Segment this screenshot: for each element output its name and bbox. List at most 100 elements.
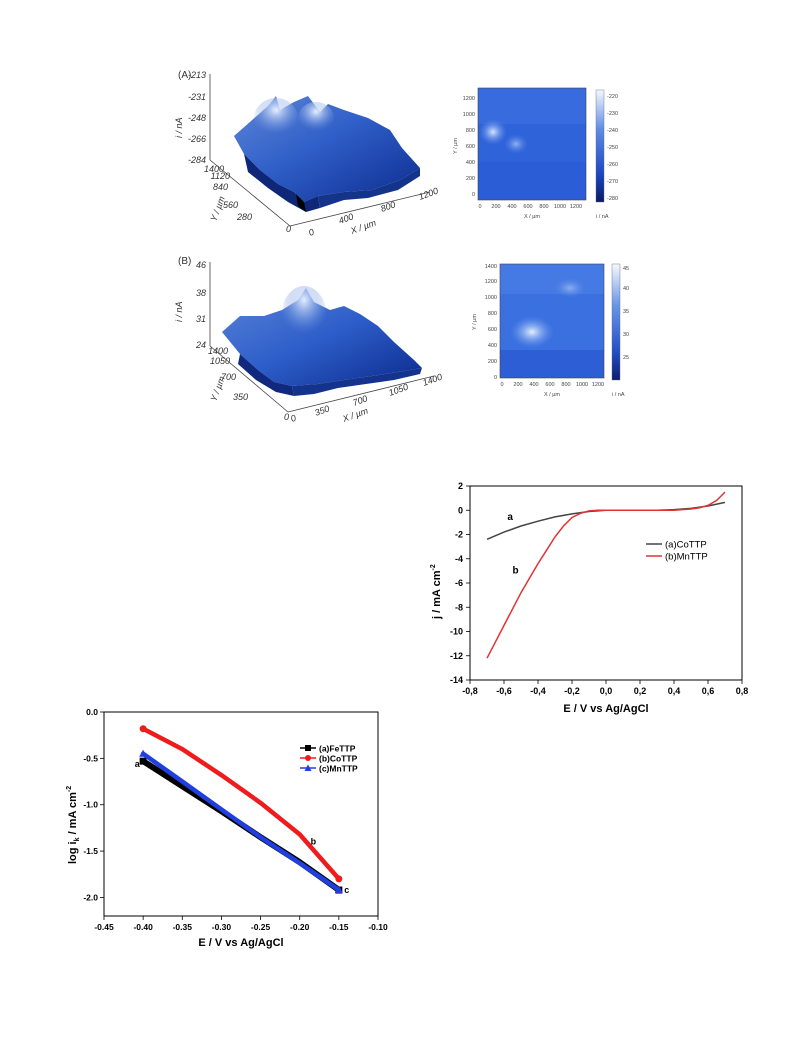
legend-marker [305,755,311,761]
x-tick: 600 [523,204,532,210]
y-tick: 1400 [485,264,497,270]
z-ticks-a: -213 -231 -248 -266 -284 [188,70,206,165]
x-tick: 400 [337,211,355,226]
colorbar-tick: -280 [607,196,618,202]
x-tick-label: -0,2 [564,686,580,696]
y-tick-label: -1.5 [83,846,98,856]
y-tick-label: 0.0 [86,707,98,717]
x-axis-label: E / V vs Ag/AgCl [563,703,648,715]
colorbar-b-ticks: 45 40 35 30 25 [623,266,629,361]
heatmap-band [478,88,586,124]
heatmap-band [500,264,604,294]
x-tick-label: 0,2 [634,686,647,696]
z-tick: -213 [188,70,206,80]
x-tick-label: 0,0 [600,686,613,696]
x-tick: 0 [307,227,315,238]
x-tick-label: -0.15 [329,922,349,932]
x-tick-label: -0.45 [94,922,114,932]
y-axis-label-sup: -2 [66,786,73,792]
y-tick: 800 [488,311,497,317]
series-marker [139,749,148,757]
y-tick: 280 [236,212,252,222]
x-tick-label: 0,6 [702,686,715,696]
x-ticks-a: 0 400 800 1200 [307,186,439,238]
series-line-(b)CoTTP [140,726,342,882]
surface-side-a [318,168,420,208]
polarization-chart: -0,8 -0,6 -0,4 -0,2 0,0 0,2 0,4 0,6 0,8 2 0 -2 -4 -6 -… [430,481,749,715]
heatmap-a-ylabel: Y / µm [453,138,459,154]
y-tick-label: -1.0 [83,800,98,810]
heatmap-b-xlabel: X / µm [544,392,560,398]
legend-label: (a)FeTTP [319,744,356,754]
z-tick: -248 [188,113,206,123]
x-tick-label: 0,8 [736,686,749,696]
x-tick: 800 [561,382,570,388]
x-tick: 1200 [570,204,582,210]
x-tick: 1000 [576,382,588,388]
y-tick: 560 [223,200,238,210]
y-axis-label-main: j / mA cm [431,570,443,620]
y-tick: 350 [233,392,248,402]
y-tick: 700 [221,372,236,382]
series-line-(b)MnTTP [486,491,726,659]
colorbar-tick: -220 [607,94,618,100]
surface-plot-b: (B) 46 38 31 24 i / nA 0 350 700 1050 14… [174,256,444,424]
colorbar-tick: 25 [623,355,629,361]
y-tick: 200 [466,176,475,182]
y-tick: 800 [466,128,475,134]
y-tick: 0 [284,412,289,422]
series-marker [139,757,147,765]
x-tick: 0 [500,382,503,388]
legend-label: (c)MnTTP [319,764,358,774]
y-tick: 400 [488,343,497,349]
y-axis-label-sub: k [74,837,81,841]
curve-label-b: b [513,565,519,576]
y-tick: 0 [286,224,291,234]
heatmap-a: 1200 1000 800 600 400 200 0 Y / µm 0 200… [453,87,618,220]
z-axis-label-b: i / nA [174,301,184,322]
y-tick-label: 0 [458,505,463,515]
y-tick: 1000 [485,295,497,301]
heatmap-a-y-ticks: 1200 1000 800 600 400 200 0 [463,96,475,198]
x-tick-label: -0.40 [133,922,153,932]
x-tick-label: -0.10 [368,922,388,932]
y-tick-label: -6 [455,578,463,588]
z-axis-label-a: i / nA [174,117,184,138]
y-tick-label: -0.5 [83,753,98,763]
y-tick: 400 [466,160,475,166]
y-tick: 600 [488,327,497,333]
z-tick: 24 [195,340,206,350]
x-tick: 0 [478,204,481,210]
y-tick: 1000 [463,112,475,118]
colorbar-tick: 30 [623,332,629,338]
x-axis-label: E / V vs Ag/AgCl [198,937,283,949]
y-tick: 200 [488,359,497,365]
colorbar-b-label: i / nA [612,392,625,398]
x-tick-label: -0,8 [462,686,478,696]
x-tick-label: -0.25 [251,922,271,932]
y-tick-label: -2 [455,530,463,540]
series-line-(c)MnTTP [140,751,342,893]
legend-label: (b)MnTTP [665,552,708,563]
colorbar-b [611,263,621,381]
z-tick: -284 [188,155,206,165]
x-tick: 350 [313,403,331,418]
y-axis-label-b: Y / µm [208,374,226,402]
x-tick-label: 0,4 [668,686,681,696]
x-tick: 800 [379,199,397,214]
curve-label-a: a [135,759,141,769]
x-tick: 1200 [417,186,439,202]
z-tick: 31 [196,314,206,324]
y-tick-label: -14 [450,675,463,685]
z-tick: 46 [196,260,206,270]
y-tick: 1200 [463,96,475,102]
colorbar-tick: -250 [607,145,618,151]
y-tick: 840 [213,182,228,192]
x-ticks-b: 0 350 700 1050 1400 [289,372,443,424]
heatmap-b-y-ticks: 1400 1200 1000 800 600 400 200 0 [485,264,497,381]
x-tick: 1000 [554,204,566,210]
x-tick-label: -0,6 [496,686,512,696]
heatmap-b: 1400 1200 1000 800 600 400 200 0 Y / µm … [472,263,629,398]
y-axis-label-main: log i [67,841,79,864]
series-marker [139,725,147,733]
